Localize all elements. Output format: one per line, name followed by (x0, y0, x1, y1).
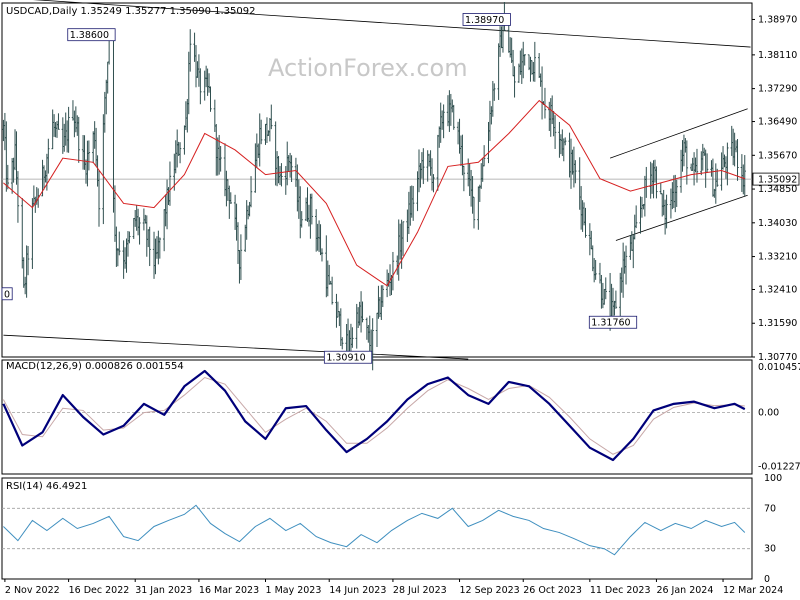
rsi-line (3, 504, 746, 556)
date-tick-label: 26 Oct 2023 (523, 585, 582, 596)
rsi-panel (1, 477, 753, 580)
current-price-box (752, 172, 800, 186)
price-annotation-box (67, 28, 116, 42)
price-tick-label: 1.34850 (758, 184, 797, 195)
macd-signal-line (2, 376, 745, 455)
date-tick-label: 11 Dec 2023 (590, 585, 651, 596)
macd-label: MACD(12,26,9) 0.000826 0.001554 (6, 361, 184, 372)
price-annotation-box (588, 315, 638, 329)
rsi-tick-label: 0 (764, 574, 770, 585)
date-tick-label: 14 Jun 2023 (329, 585, 386, 596)
price-tick-label: 1.30770 (758, 352, 797, 363)
trendline-3 (615, 194, 748, 241)
date-tick-label: 16 Dec 2022 (69, 585, 130, 596)
date-tick-label: 12 Mar 2024 (723, 585, 783, 596)
date-tick-label: 2 Nov 2022 (5, 585, 60, 596)
trendline-2 (609, 108, 748, 159)
price-tick-label: 1.35670 (758, 150, 797, 161)
macd-panel (1, 359, 753, 475)
price-tick-label: 1.32410 (758, 284, 797, 295)
price-tick-label: 1.37290 (758, 84, 797, 95)
price-tick-label: 1.36490 (758, 117, 797, 128)
price-tick-label: 1.34030 (758, 218, 797, 229)
trendline-0 (32, 0, 751, 48)
rsi-tick-label: 30 (764, 544, 776, 555)
trendline-1 (3, 334, 469, 360)
date-tick-label: 1 May 2023 (266, 585, 322, 596)
rsi-tick-label: 100 (764, 473, 782, 484)
price-panel (1, 2, 753, 358)
date-tick-label: 28 Jul 2023 (393, 585, 447, 596)
price-annotation-label: 0 (4, 289, 10, 300)
price-annotation-label: 1.31760 (591, 318, 630, 329)
price-tick-label: 1.38110 (758, 50, 797, 61)
current-price-label: 1.35092 (758, 175, 797, 186)
macd-line (2, 369, 746, 462)
price-annotation-box (323, 350, 373, 364)
price-annotation-label: 1.38970 (465, 15, 504, 26)
rsi-tick-label: 70 (764, 503, 776, 514)
price-tick-label: 1.38970 (758, 14, 797, 25)
candles (2, 2, 746, 371)
moving-average-line (3, 99, 745, 287)
price-tick-label: 1.33210 (758, 252, 797, 263)
date-tick-label: 12 Sep 2023 (460, 585, 520, 596)
watermark: ActionForex.com (268, 54, 468, 82)
price-annotation-label: 1.38600 (70, 30, 109, 41)
date-tick-label: 16 Mar 2023 (199, 585, 259, 596)
macd-tick-label: 0.010457 (758, 362, 800, 373)
macd-tick-label: 0.00 (758, 408, 779, 419)
macd-tick-label: -0.012276 (758, 461, 800, 472)
price-annotation-label: 1.30910 (326, 353, 365, 364)
price-annotation-box (1, 287, 13, 301)
price-annotation-box (462, 13, 511, 26)
price-tick-label: 1.31590 (758, 318, 797, 329)
date-tick-label: 26 Jan 2024 (656, 585, 713, 596)
instrument-header: USDCAD,Daily 1.35249 1.35277 1.35090 1.3… (6, 6, 256, 17)
date-tick-label: 31 Jan 2023 (135, 585, 192, 596)
rsi-label: RSI(14) 46.4921 (6, 481, 87, 492)
